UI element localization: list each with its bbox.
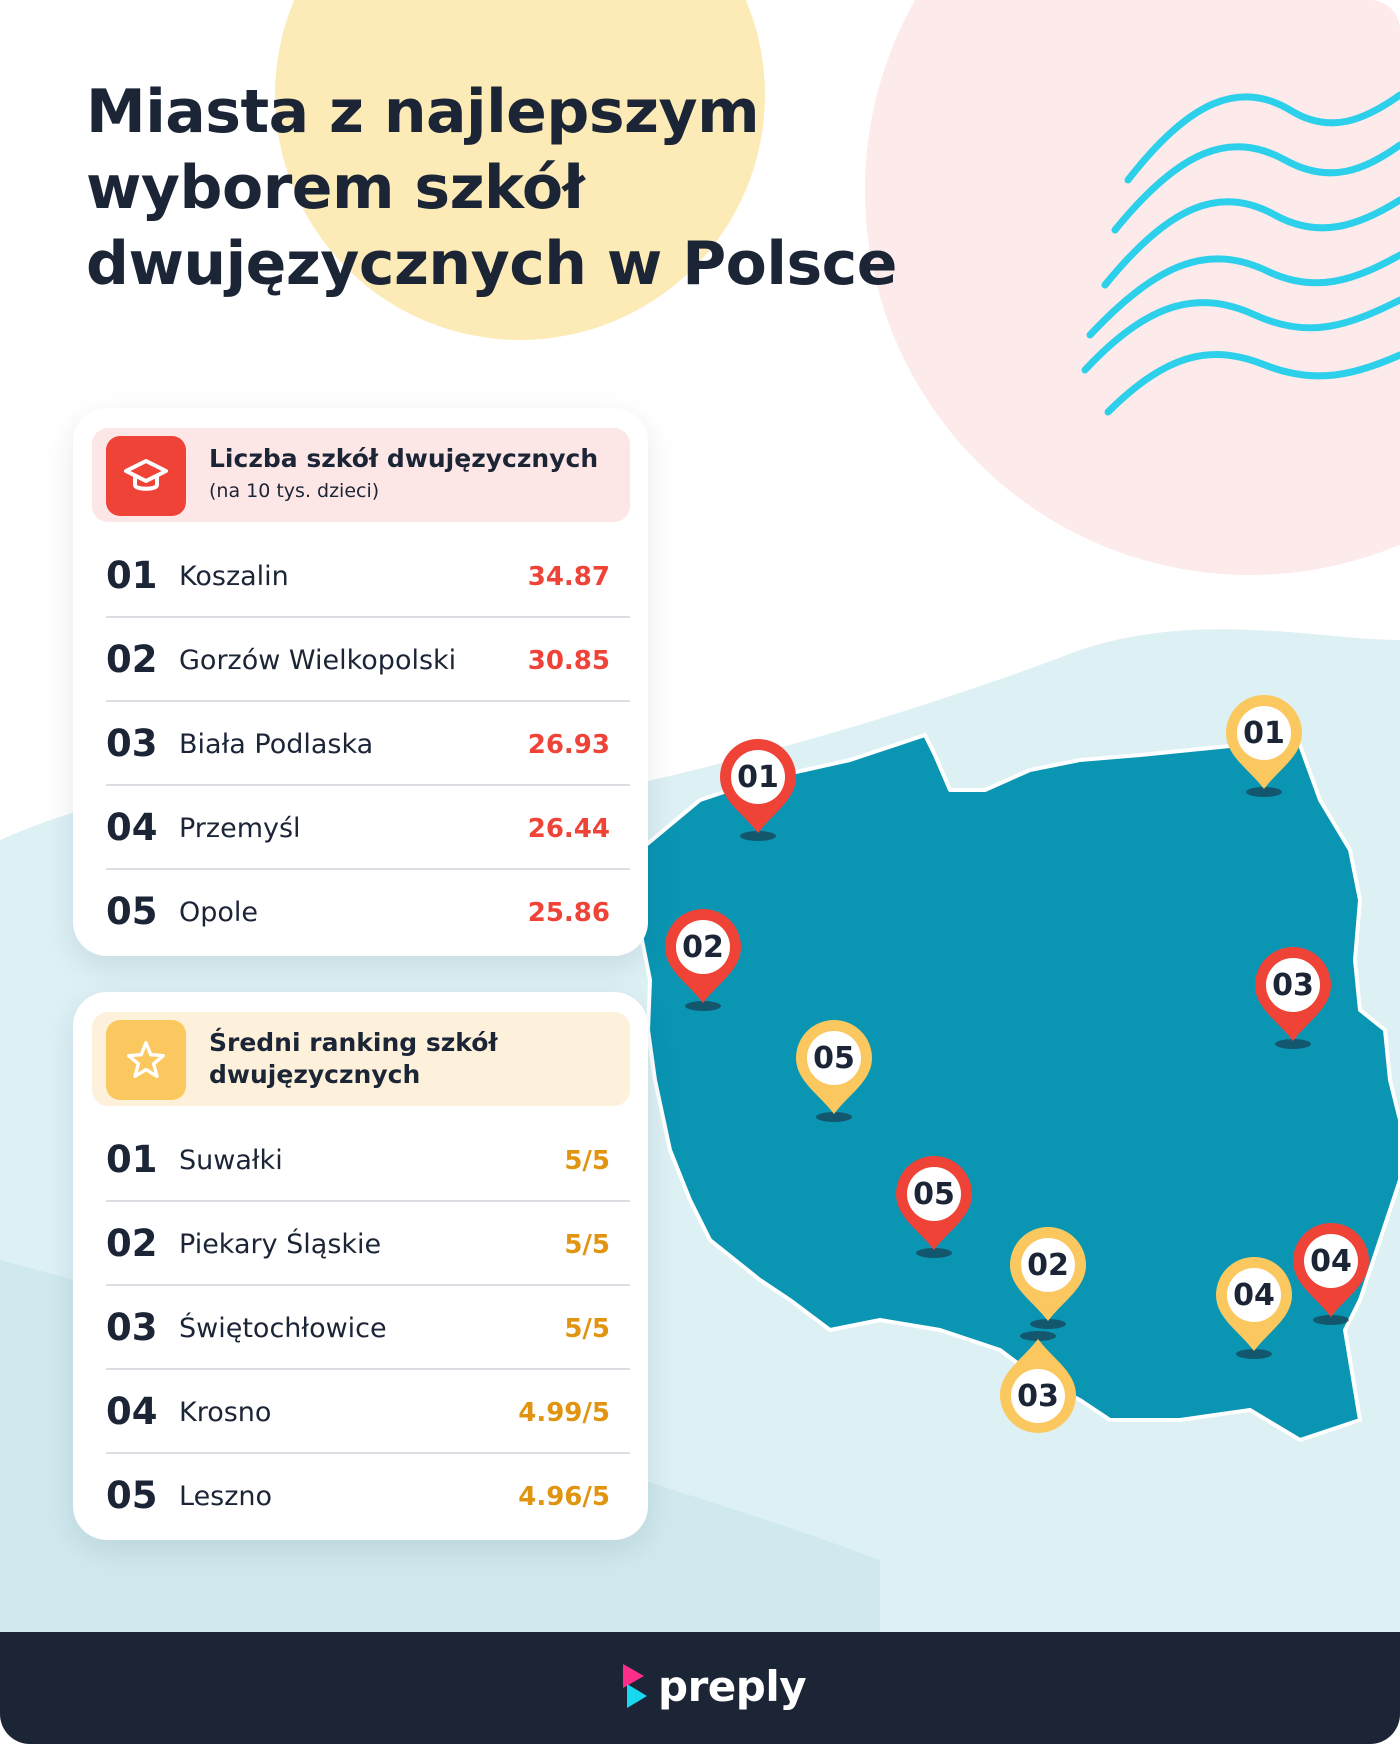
metric-value: 5/5 (564, 1230, 610, 1260)
city-name: Koszalin (179, 561, 289, 592)
pin-label: 02 (682, 930, 724, 965)
footer: preply (0, 1632, 1400, 1744)
ranking-list: 01 Suwałki 5/5 02 Piekary Śląskie 5/5 03… (106, 1118, 630, 1538)
rank-number: 04 (106, 1390, 158, 1433)
city-name: Przemyśl (179, 813, 301, 844)
metric-value: 5/5 (564, 1146, 610, 1176)
metric-value: 5/5 (564, 1314, 610, 1344)
map-pin-yellow-02[interactable]: 02 (1010, 1227, 1086, 1329)
preply-logo-icon (623, 1664, 647, 1708)
rank-number: 05 (106, 890, 158, 933)
city-name: Gorzów Wielkopolski (179, 645, 457, 676)
pin-label: 04 (1233, 1278, 1275, 1313)
map-pin-yellow-04[interactable]: 04 (1216, 1257, 1292, 1359)
graduation-cap-icon (106, 436, 186, 516)
card-title: Średni ranking szkół dwujęzycznych (209, 1028, 498, 1089)
list-item: 01 Koszalin 34.87 (106, 534, 630, 618)
rank-number: 01 (106, 554, 158, 597)
list-item: 01 Suwałki 5/5 (106, 1118, 630, 1202)
wave-lines (1081, 91, 1400, 416)
map-pin-yellow-01[interactable]: 01 (1226, 695, 1302, 797)
ranking-list: 01 Koszalin 34.87 02 Gorzów Wielkopolski… (106, 534, 630, 954)
card-subtitle: (na 10 tys. dzieci) (209, 480, 380, 502)
pin-label: 03 (1272, 968, 1314, 1003)
list-item: 05 Opole 25.86 (106, 870, 630, 954)
pink-blob (865, 0, 1400, 575)
map-pin-red-03[interactable]: 03 (1255, 947, 1331, 1049)
metric-value: 26.44 (527, 814, 610, 844)
star-icon (106, 1020, 186, 1100)
rank-number: 02 (106, 1222, 158, 1265)
card-title: Liczba szkół dwujęzycznych (209, 444, 599, 473)
page-title: Miasta z najlepszym wyborem szkół dwujęz… (86, 74, 966, 302)
pin-label: 05 (813, 1041, 855, 1076)
map-pin-yellow-03[interactable]: 03 (1000, 1331, 1076, 1433)
rank-number: 02 (106, 638, 158, 681)
pin-label: 01 (1243, 716, 1285, 751)
title-line: Miasta z najlepszym (86, 77, 760, 147)
title-line: wyborem szkół (86, 153, 585, 223)
brand-name: preply (658, 1661, 807, 1711)
rank-number: 01 (106, 1138, 158, 1181)
map-pin-yellow-05[interactable]: 05 (796, 1020, 872, 1122)
average-school-ranking-card: Średni ranking szkół dwujęzycznych 01 Su… (73, 992, 648, 1540)
pin-label: 02 (1027, 1248, 1069, 1283)
city-name: Suwałki (179, 1145, 283, 1176)
city-name: Krosno (179, 1397, 272, 1428)
metric-value: 4.99/5 (518, 1398, 610, 1428)
list-item: 02 Gorzów Wielkopolski 30.85 (106, 618, 630, 702)
city-name: Opole (179, 897, 259, 928)
rank-number: 05 (106, 1474, 158, 1517)
list-item: 02 Piekary Śląskie 5/5 (106, 1202, 630, 1286)
list-item: 04 Krosno 4.99/5 (106, 1370, 630, 1454)
city-name: Leszno (179, 1481, 273, 1512)
metric-value: 25.86 (527, 898, 610, 928)
yellow-blob (275, 0, 765, 340)
city-name: Świętochłowice (179, 1313, 387, 1344)
map-pin-red-01[interactable]: 01 (720, 739, 796, 841)
rank-number: 03 (106, 722, 158, 765)
metric-value: 30.85 (527, 646, 610, 676)
city-name: Biała Podlaska (179, 729, 374, 760)
pin-label: 05 (913, 1177, 955, 1212)
rank-number: 04 (106, 806, 158, 849)
list-item: 03 Świętochłowice 5/5 (106, 1286, 630, 1370)
pin-label: 03 (1017, 1379, 1059, 1414)
pin-label: 01 (737, 760, 779, 795)
card-header: Średni ranking szkół dwujęzycznych (92, 1012, 630, 1106)
card-header: Liczba szkół dwujęzycznych (na 10 tys. d… (92, 428, 630, 522)
brand-logo[interactable]: preply (622, 1660, 807, 1712)
map-pin-red-04[interactable]: 04 (1293, 1223, 1369, 1325)
map-pin-red-02[interactable]: 02 (665, 909, 741, 1011)
list-item: 04 Przemyśl 26.44 (106, 786, 630, 870)
list-item: 03 Biała Podlaska 26.93 (106, 702, 630, 786)
metric-value: 34.87 (527, 562, 610, 592)
rank-number: 03 (106, 1306, 158, 1349)
poland-map (638, 733, 1400, 1442)
title-line: dwujęzycznych w Polsce (86, 229, 897, 299)
city-name: Piekary Śląskie (179, 1229, 382, 1260)
metric-value: 4.96/5 (518, 1482, 610, 1512)
pin-label: 04 (1310, 1244, 1352, 1279)
map-pin-red-05[interactable]: 05 (896, 1156, 972, 1258)
metric-value: 26.93 (527, 730, 610, 760)
bilingual-schools-count-card: Liczba szkół dwujęzycznych (na 10 tys. d… (73, 408, 648, 956)
list-item: 05 Leszno 4.96/5 (106, 1454, 630, 1538)
